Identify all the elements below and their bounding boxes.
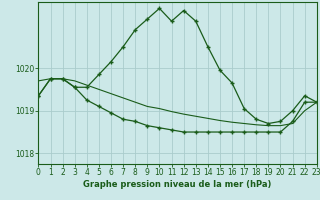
X-axis label: Graphe pression niveau de la mer (hPa): Graphe pression niveau de la mer (hPa) (84, 180, 272, 189)
